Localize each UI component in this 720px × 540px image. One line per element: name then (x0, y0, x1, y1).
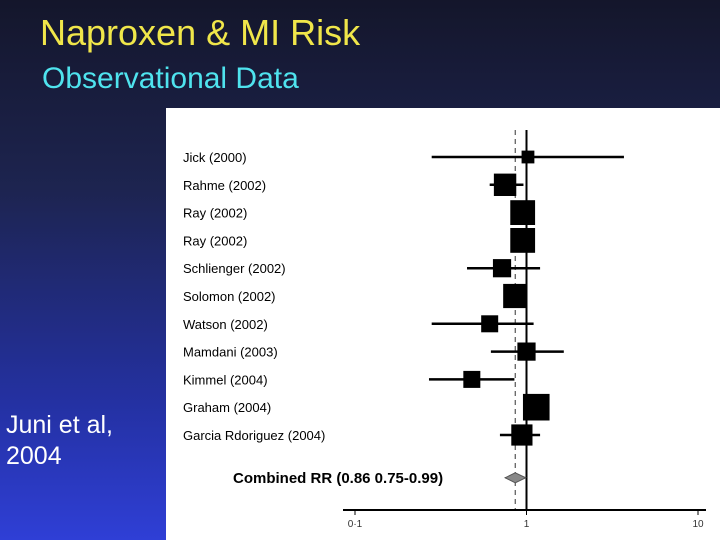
forest-plot: Jick (2000) Rahme (2002) Ray (2002) Ray (20… (183, 130, 706, 530)
study-label: Schlienger (2002) (183, 261, 286, 276)
study-label: Watson (2002) (183, 317, 268, 332)
point-estimate-marker (463, 370, 481, 388)
x-tick-label: 10 (692, 519, 704, 530)
point-estimate-marker (521, 150, 535, 164)
study-label: Garcia Rdoriguez (2004) (183, 428, 325, 443)
study-label: Solomon (2002) (183, 289, 276, 304)
citation: Juni et al, 2004 (6, 411, 114, 470)
study-label: Ray (2002) (183, 206, 247, 221)
point-estimate-marker (492, 259, 512, 278)
point-estimate-marker (503, 283, 528, 309)
study-label: Graham (2004) (183, 400, 271, 415)
x-tick-label: 0·1 (348, 519, 363, 530)
point-estimate-marker (510, 228, 536, 253)
study-label: Jick (2000) (183, 150, 247, 165)
slide-title: Naproxen & MI Risk (40, 12, 361, 53)
point-estimate-marker (522, 393, 550, 421)
study-label: Ray (2002) (183, 233, 247, 248)
study-label: Rahme (2002) (183, 178, 266, 193)
study-label: Mamdani (2003) (183, 345, 278, 360)
point-estimate-marker (510, 200, 536, 225)
point-estimate-marker (517, 342, 536, 361)
forest-plot-panel: Jick (2000) Rahme (2002) Ray (2002) Ray (20… (166, 108, 720, 540)
point-estimate-marker (511, 424, 533, 446)
study-label: Kimmel (2004) (183, 372, 268, 387)
combined-label: Combined RR (0.86 0.75-0.99) (233, 470, 443, 487)
combined-diamond (503, 472, 527, 484)
slide-subtitle: Observational Data (42, 62, 299, 95)
point-estimate-marker (493, 173, 517, 196)
point-estimate-marker (481, 315, 499, 333)
x-tick-label: 1 (524, 519, 530, 530)
